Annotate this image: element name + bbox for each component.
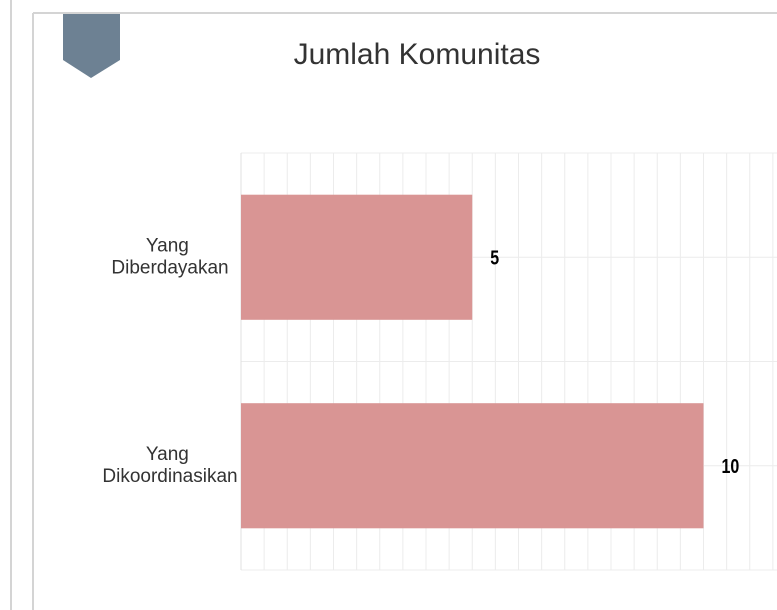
data-label: 10 bbox=[722, 455, 740, 477]
chart-title: Jumlah Komunitas bbox=[294, 38, 541, 71]
data-label: 5 bbox=[490, 247, 499, 269]
ribbon bbox=[63, 14, 120, 78]
bar bbox=[241, 403, 704, 529]
bar bbox=[241, 194, 473, 320]
y-tick-label: Yang Diberdayakan bbox=[111, 235, 228, 278]
y-tick-label: Yang Dikoordinasikan bbox=[102, 444, 237, 487]
